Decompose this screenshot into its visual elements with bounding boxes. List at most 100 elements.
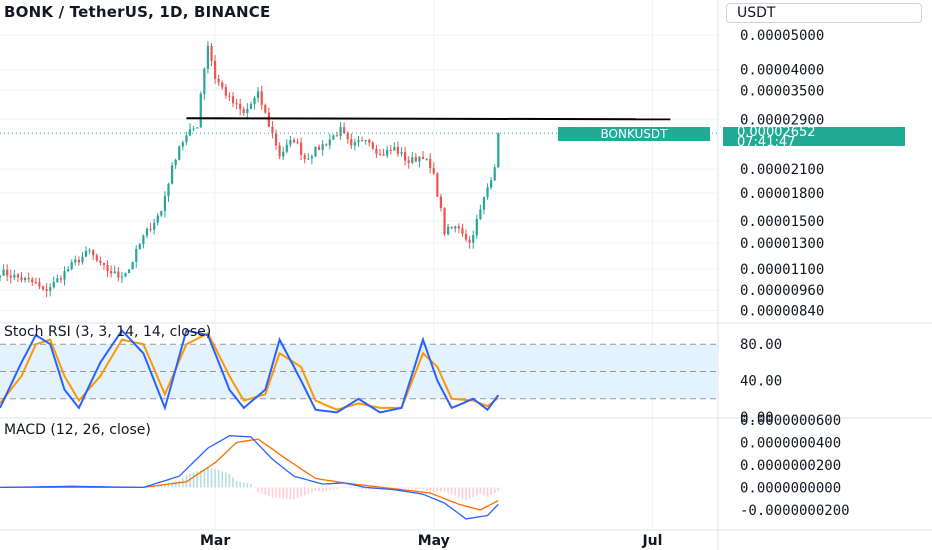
- candle-body: [192, 128, 195, 130]
- macd-histogram-bar: [443, 487, 446, 492]
- candle-body: [117, 271, 120, 278]
- macd-histogram-bar: [475, 487, 478, 496]
- candle-body: [92, 250, 95, 256]
- macd-histogram-bar: [436, 487, 439, 492]
- candle-body: [6, 269, 9, 276]
- macd-histogram-bar: [282, 487, 285, 499]
- candle-body: [479, 209, 482, 219]
- stoch-band: [0, 344, 718, 399]
- candle-body: [364, 139, 367, 141]
- stoch-rsi-title: Stoch RSI (3, 3, 14, 14, close): [4, 324, 212, 340]
- candle-body: [110, 271, 113, 274]
- last-price-badge: 0.00002652 07:41:47: [723, 125, 905, 149]
- candle-body: [203, 68, 206, 94]
- candle-body: [239, 103, 242, 110]
- candle-body: [450, 226, 453, 229]
- symbol-label: BONKUSDT: [558, 127, 710, 141]
- candle-body: [400, 152, 403, 154]
- candle-body: [2, 269, 5, 276]
- candle-body: [475, 218, 478, 236]
- candle-body: [274, 133, 278, 146]
- macd-histogram-bar: [235, 481, 238, 488]
- candle-body: [343, 127, 346, 134]
- signal-line: [0, 438, 499, 511]
- candle-body: [457, 226, 460, 229]
- candle-body: [278, 145, 281, 157]
- candle-body: [120, 276, 123, 278]
- candle-body: [472, 235, 475, 243]
- candle-body: [357, 140, 360, 143]
- macd-histogram-bar: [361, 487, 363, 490]
- macd-histogram-bar: [214, 468, 216, 488]
- macd-histogram-bar: [314, 487, 317, 492]
- candle-body: [242, 109, 245, 114]
- candle-body: [411, 157, 414, 163]
- candle-body: [393, 147, 396, 151]
- macd-histogram-bar: [189, 473, 191, 488]
- macd-histogram-bar: [483, 487, 485, 496]
- currency-button[interactable]: USDT: [726, 3, 922, 23]
- macd-histogram-bar: [296, 487, 299, 499]
- macd-histogram-bar: [329, 487, 331, 491]
- candle-body: [63, 271, 66, 280]
- macd-histogram-bar: [196, 471, 198, 488]
- macd-histogram-bar: [321, 487, 324, 492]
- macd-histogram-bar: [432, 487, 435, 492]
- candle-body: [74, 259, 77, 263]
- candle-body: [486, 187, 489, 198]
- macd-histogram-bar: [458, 487, 460, 497]
- macd-histogram-bar: [253, 487, 256, 489]
- macd-tick-label: 0.0000000400: [740, 435, 841, 451]
- time-tick-label: Jul: [641, 533, 662, 549]
- candle-body: [282, 151, 285, 157]
- macd-histogram-bar: [199, 470, 202, 488]
- trend-line[interactable]: [186, 117, 671, 121]
- macd-histogram-bar: [164, 483, 166, 488]
- candle-body: [49, 287, 52, 291]
- macd-histogram-bar: [171, 482, 173, 488]
- time-tick-label: May: [418, 533, 450, 549]
- macd-histogram-bar: [289, 487, 292, 500]
- candle-body: [95, 255, 98, 261]
- macd-histogram-bar: [404, 487, 406, 489]
- candle-body: [149, 228, 152, 230]
- candle-body: [447, 226, 450, 235]
- macd-histogram-bar: [497, 487, 500, 492]
- macd-histogram-bar: [415, 487, 417, 490]
- candle-body: [443, 208, 446, 235]
- candle-body: [454, 226, 457, 229]
- macd-histogram-bar: [217, 470, 220, 488]
- macd-tick-label: -0.0000000200: [740, 503, 850, 519]
- candle-body: [461, 228, 464, 234]
- macd-histogram-bar: [429, 487, 431, 492]
- macd-histogram-bar: [407, 487, 410, 489]
- candle-body: [45, 289, 48, 291]
- candle-body: [20, 277, 23, 281]
- macd-histogram-bar: [332, 487, 335, 490]
- candle-body: [307, 158, 310, 160]
- chart-title: BONK / TetherUS, 1D, BINANCE: [4, 3, 271, 21]
- macd-histogram-bar: [440, 487, 442, 492]
- candle-body: [131, 261, 134, 270]
- last-price-value: 0.00002652: [737, 125, 816, 140]
- candle-body: [213, 60, 217, 79]
- candle-body: [231, 96, 235, 104]
- candle-body: [235, 103, 238, 105]
- candle-body: [296, 142, 299, 144]
- macd-histogram-bar: [271, 487, 274, 498]
- candle-body: [497, 133, 500, 168]
- candle-body: [375, 148, 378, 155]
- macd-histogram-bar: [178, 480, 181, 488]
- macd-histogram-bar: [307, 487, 310, 494]
- macd-histogram-bar: [400, 487, 403, 489]
- price-tick-label: 0.00002100: [740, 162, 824, 178]
- candle-body: [70, 262, 73, 270]
- price-tick-label: 0.00001500: [740, 214, 824, 230]
- candle-body: [407, 160, 410, 163]
- candle-body: [56, 278, 59, 283]
- candle-body: [368, 139, 371, 143]
- candle-body: [249, 104, 253, 109]
- price-tick-label: 0.00004000: [740, 63, 824, 79]
